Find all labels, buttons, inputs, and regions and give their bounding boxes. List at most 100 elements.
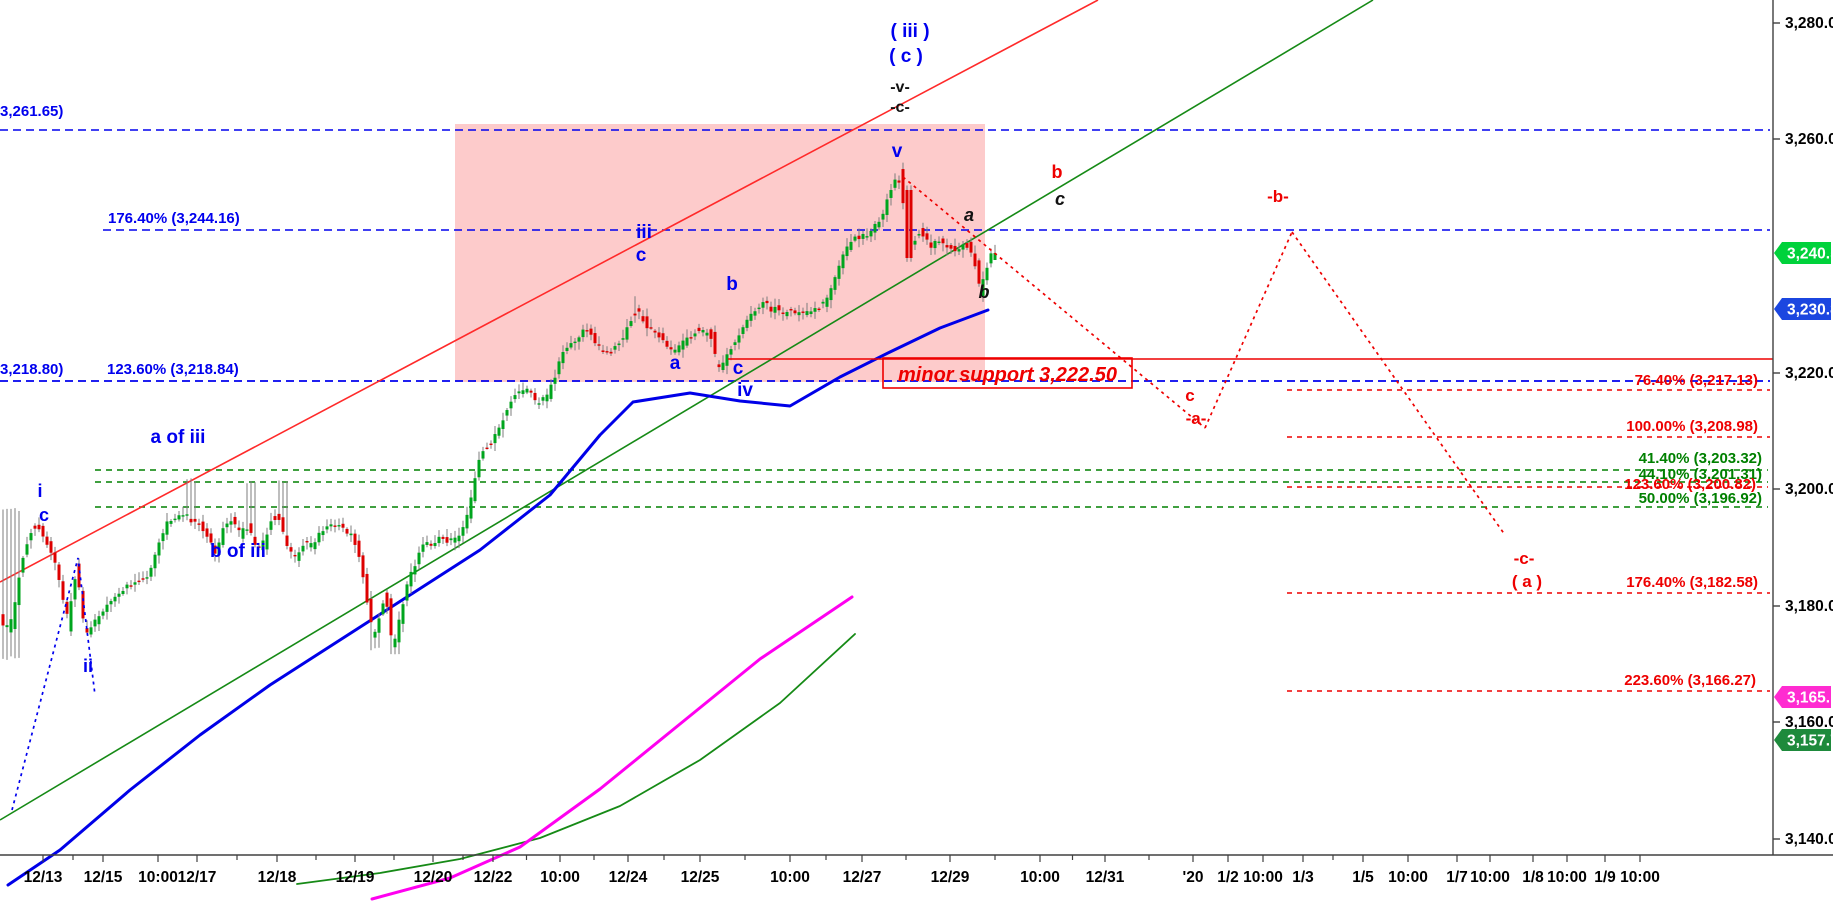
candle-body [461, 527, 465, 536]
price-axis[interactable]: 3,280.00 3,260.00 3,220.00 3,200.00 3,180.00… [1772, 0, 1833, 855]
price-tick-label: 3,160.00 [1785, 714, 1833, 731]
time-tick-label: 12/29 [931, 869, 970, 886]
price-tag: 3,240.50 [1774, 242, 1833, 264]
candle-body [829, 288, 833, 301]
candle-body [245, 529, 249, 531]
candle-body [497, 427, 501, 436]
candle-body [593, 333, 597, 344]
candle-body [189, 518, 193, 523]
candle-body [93, 619, 97, 627]
candle-body [237, 527, 241, 531]
candle-body [269, 521, 273, 530]
candle-body [77, 563, 81, 588]
fib-level-label: 41.40% (3,203.32) [1639, 450, 1762, 467]
candle-body [313, 542, 317, 550]
wave-label: ( a ) [1512, 572, 1542, 591]
candle-body [769, 306, 773, 312]
candle-body [185, 514, 189, 516]
candle-body [993, 253, 997, 260]
wave-label: v [892, 141, 903, 162]
candle-body [421, 544, 425, 552]
candle-body [117, 593, 121, 597]
candle-body [673, 349, 677, 353]
time-tick-label: 12/13 [24, 869, 63, 886]
candle-body [21, 557, 25, 573]
candle-body [689, 337, 693, 339]
wave-label: b [1052, 162, 1063, 182]
candle-body [625, 327, 629, 340]
candle-body [877, 221, 881, 228]
candle-body [949, 245, 953, 249]
wave-projection-lines [11, 176, 1506, 811]
candle-body [869, 230, 873, 237]
candle-body [517, 391, 521, 394]
candle-body [921, 228, 925, 237]
candle-body [677, 345, 681, 353]
candle-body [205, 528, 209, 537]
price-tags: 3,240.50 3,230.85 3,165.11 3,157.74 [1774, 242, 1833, 751]
candle-body [701, 329, 705, 333]
candle-body [165, 521, 169, 535]
candle-body [897, 180, 901, 183]
candle-body [109, 601, 113, 605]
candle-body [801, 311, 805, 313]
candle-body [297, 552, 301, 561]
candle-body [557, 361, 561, 375]
candle-body [169, 521, 173, 524]
candle-body [285, 535, 289, 546]
time-tick-label: 12/22 [474, 869, 513, 886]
time-tick-label: 10:00 [1547, 869, 1587, 886]
candle-body [409, 571, 413, 587]
candle-body [785, 311, 789, 317]
candle-body [481, 451, 485, 459]
candle-body [389, 598, 393, 636]
candle-body [665, 340, 669, 347]
candle-body [509, 401, 513, 409]
candle-body [841, 254, 845, 269]
candle-body [161, 533, 165, 542]
candle-body [857, 235, 861, 240]
price-tag-bubble [1774, 242, 1831, 264]
candle-body [653, 330, 657, 333]
time-tick-label: '20 [1183, 869, 1204, 886]
candle-body [13, 602, 17, 630]
candle-body [953, 245, 957, 252]
time-tick-label: 12/24 [609, 869, 648, 886]
candle-body [321, 531, 325, 536]
candle-body [885, 199, 889, 215]
candle-body [233, 516, 237, 525]
candle-body [773, 306, 777, 313]
time-axis[interactable]: 12/13 12/15 10:00 12/17 12/18 12/19 12/20 12/22… [0, 854, 1833, 886]
fib-level-label: 176.40% (3,182.58) [1626, 574, 1758, 591]
candle-body [621, 338, 625, 340]
time-tick-label: 10:00 [1470, 869, 1510, 886]
candle-body [141, 578, 145, 580]
price-tag-bubble [1774, 298, 1831, 320]
time-tick-label: 10:00 [1243, 869, 1283, 886]
candle-body [957, 249, 961, 252]
time-tick-label: 10:00 [1388, 869, 1428, 886]
candle-body [337, 525, 341, 527]
time-tick-label: 10:00 [1020, 869, 1060, 886]
candle-body [229, 521, 233, 525]
candle-body [365, 573, 369, 603]
time-tick-label: 12/17 [178, 869, 217, 886]
candle-body [717, 364, 721, 368]
candle-body [917, 234, 921, 236]
wave-label: iv [737, 380, 753, 401]
wave-label: c [39, 505, 49, 525]
candle-body [377, 618, 381, 633]
candle-body [401, 604, 405, 624]
price-tick-label: 3,280.00 [1785, 15, 1833, 32]
wave-label: b of iii [210, 541, 266, 562]
candle-body [345, 528, 349, 534]
time-tick-label: 12/27 [843, 869, 882, 886]
candle-body [89, 627, 93, 635]
fib-retracement-levels: 3,261.65) 176.40% (3,244.16) 3,218.80) 123.… [0, 103, 1770, 692]
candle-body [585, 330, 589, 332]
candle-body [765, 300, 769, 304]
wave-label: c [636, 245, 647, 266]
time-tick-label: 10:00 [540, 869, 580, 886]
